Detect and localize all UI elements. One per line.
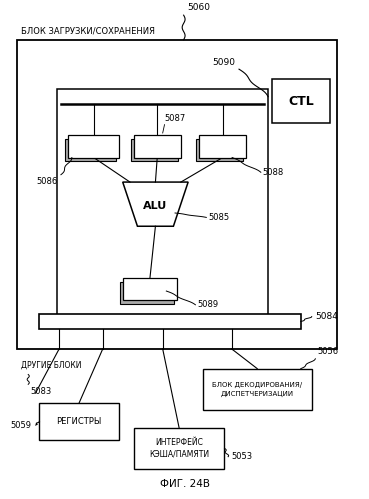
Text: РЕГИСТРЫ: РЕГИСТРЫ [56,417,102,426]
Bar [203,369,312,410]
Bar [68,135,119,158]
Polygon shape [123,182,188,226]
Text: БЛОК ЗАГРУЗКИ/СОХРАНЕНИЯ: БЛОК ЗАГРУЗКИ/СОХРАНЕНИЯ [21,27,155,36]
Bar [196,139,244,162]
Text: 5056: 5056 [317,347,338,356]
Text: ФИГ. 24В: ФИГ. 24В [159,479,210,489]
Bar [123,278,177,300]
Text: ДРУГИЕ БЛОКИ: ДРУГИЕ БЛОКИ [21,361,82,370]
Text: 5059: 5059 [11,421,32,430]
Text: 5085: 5085 [208,213,229,222]
Bar [57,89,268,319]
Text: 5053: 5053 [232,452,253,461]
Text: 5088: 5088 [263,168,284,177]
Text: 5087: 5087 [165,114,186,123]
Text: 5083: 5083 [30,387,51,396]
Text: 5084: 5084 [315,312,338,321]
Bar [131,139,178,162]
Text: 5090: 5090 [213,58,235,67]
Bar [120,282,174,304]
Bar [199,135,246,158]
Text: 5060: 5060 [187,3,210,12]
Text: ИНТЕРФЕЙС
КЭША/ПАМЯТИ: ИНТЕРФЕЙС КЭША/ПАМЯТИ [149,438,209,459]
Text: 5086: 5086 [36,177,57,186]
Text: БЛОК ДЕКОДИРОВАНИЯ/
ДИСПЕТЧЕРИЗАЦИИ: БЛОК ДЕКОДИРОВАНИЯ/ ДИСПЕТЧЕРИЗАЦИИ [212,382,302,397]
Bar [65,139,116,162]
Bar [134,135,181,158]
Text: CTL: CTL [288,95,314,108]
Bar [39,313,301,329]
Text: ALU: ALU [143,202,168,212]
Bar [39,403,119,440]
Bar [134,428,224,469]
Bar [17,40,337,349]
Text: 5089: 5089 [197,300,218,309]
Bar [272,79,330,123]
